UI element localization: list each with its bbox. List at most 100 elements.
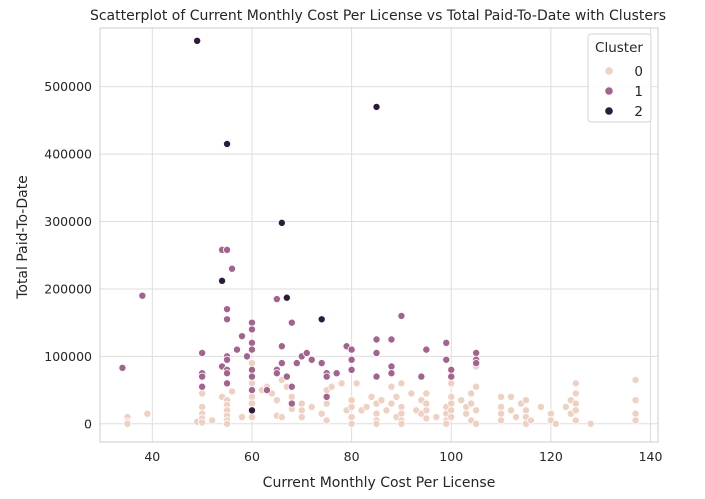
- scatter-point-cluster-0: [507, 406, 516, 415]
- scatter-point-cluster-1: [223, 355, 232, 364]
- scatter-point-cluster-0: [372, 419, 381, 428]
- scatter-point-cluster-0: [571, 399, 580, 408]
- scatter-point-cluster-0: [223, 419, 232, 428]
- scatter-point-cluster-1: [347, 345, 356, 354]
- legend-marker-2: [604, 106, 614, 116]
- scatter-point-cluster-0: [208, 416, 217, 425]
- scatter-point-cluster-0: [347, 402, 356, 411]
- scatter-point-cluster-1: [272, 295, 281, 304]
- scatter-point-cluster-1: [233, 345, 242, 354]
- scatter-point-cluster-0: [631, 416, 640, 425]
- scatter-point-cluster-1: [247, 365, 256, 374]
- scatter-point-cluster-0: [422, 389, 431, 398]
- scatter-point-cluster-1: [287, 318, 296, 327]
- scatter-point-cluster-1: [322, 392, 331, 401]
- scatter-point-cluster-0: [247, 413, 256, 422]
- scatter-point-cluster-0: [307, 402, 316, 411]
- scatter-point-cluster-1: [292, 359, 301, 368]
- y-axis-ticks: 0 100000 200000 300000 400000 500000: [44, 79, 92, 431]
- scatter-point-cluster-1: [397, 311, 406, 320]
- scatter-point-cluster-0: [422, 399, 431, 408]
- scatter-point-cluster-2: [193, 36, 202, 45]
- scatter-point-cluster-2: [372, 102, 381, 111]
- scatter-point-cluster-0: [497, 409, 506, 418]
- scatter-point-cluster-1: [422, 345, 431, 354]
- scatter-point-cluster-0: [631, 396, 640, 405]
- scatter-point-cluster-0: [467, 399, 476, 408]
- x-tick-label: 140: [639, 449, 663, 464]
- scatter-point-cluster-0: [387, 382, 396, 391]
- scatter-point-cluster-0: [352, 379, 361, 388]
- scatter-point-cluster-1: [442, 338, 451, 347]
- scatter-point-cluster-2: [247, 406, 256, 415]
- scatter-point-cluster-1: [198, 348, 207, 357]
- scatter-point-cluster-1: [287, 399, 296, 408]
- scatter-point-cluster-1: [223, 305, 232, 314]
- scatter-point-cluster-2: [223, 139, 232, 148]
- scatter-point-cluster-0: [198, 389, 207, 398]
- scatter-point-cluster-2: [218, 276, 227, 285]
- scatter-point-cluster-0: [297, 406, 306, 415]
- scatter-point-cluster-0: [571, 389, 580, 398]
- x-tick-label: 60: [244, 449, 260, 464]
- y-axis-label: Total Paid-To-Date: [15, 175, 31, 300]
- scatter-point-cluster-1: [347, 365, 356, 374]
- scatter-point-cluster-1: [287, 382, 296, 391]
- scatter-point-cluster-0: [447, 379, 456, 388]
- scatter-point-cluster-1: [447, 372, 456, 381]
- scatter-point-cluster-0: [467, 389, 476, 398]
- scatter-point-cluster-1: [322, 372, 331, 381]
- scatter-point-cluster-0: [347, 419, 356, 428]
- scatter-point-cluster-0: [367, 392, 376, 401]
- scatter-point-cluster-0: [507, 392, 516, 401]
- scatter-point-cluster-1: [282, 372, 291, 381]
- x-tick-label: 120: [539, 449, 563, 464]
- scatter-point-cluster-1: [228, 264, 237, 273]
- y-tick-label: 400000: [44, 147, 92, 162]
- scatter-point-cluster-0: [198, 418, 207, 427]
- data-points: [118, 36, 640, 428]
- scatter-point-cluster-0: [347, 396, 356, 405]
- y-tick-label: 300000: [44, 214, 92, 229]
- scatter-point-cluster-0: [247, 392, 256, 401]
- plot-area: [99, 27, 659, 443]
- scatter-point-cluster-0: [322, 399, 331, 408]
- scatter-point-cluster-1: [317, 359, 326, 368]
- scatter-point-cluster-0: [631, 409, 640, 418]
- scatter-point-cluster-0: [397, 379, 406, 388]
- scatter-point-cluster-0: [397, 409, 406, 418]
- scatter-point-cluster-2: [277, 218, 286, 227]
- scatter-point-cluster-1: [242, 352, 251, 361]
- x-tick-label: 100: [439, 449, 463, 464]
- scatter-point-cluster-0: [247, 359, 256, 368]
- y-tick-label: 100000: [44, 349, 92, 364]
- scatter-point-cluster-1: [442, 355, 451, 364]
- scatter-point-cluster-0: [521, 406, 530, 415]
- scatter-point-cluster-1: [247, 318, 256, 327]
- scatter-point-cluster-0: [397, 402, 406, 411]
- legend: Cluster 0 1 2: [587, 33, 652, 123]
- y-tick-label: 0: [84, 416, 92, 431]
- scatter-point-cluster-0: [447, 413, 456, 422]
- legend-box: [587, 33, 652, 123]
- scatter-point-cluster-0: [237, 413, 246, 422]
- scatter-point-cluster-0: [432, 413, 441, 422]
- scatter-point-cluster-0: [447, 406, 456, 415]
- y-tick-label: 500000: [44, 79, 92, 94]
- scatter-point-cluster-0: [512, 413, 521, 422]
- scatter-point-cluster-0: [447, 399, 456, 408]
- scatter-point-cluster-0: [586, 419, 595, 428]
- scatter-point-cluster-0: [631, 375, 640, 384]
- scatter-point-cluster-0: [392, 392, 401, 401]
- scatter-point-cluster-0: [546, 409, 555, 418]
- scatter-point-cluster-0: [247, 379, 256, 388]
- scatter-point-cluster-0: [337, 379, 346, 388]
- scatter-point-cluster-1: [198, 382, 207, 391]
- scatter-point-cluster-1: [247, 386, 256, 395]
- chart-title: Scatterplot of Current Monthly Cost Per …: [90, 8, 666, 24]
- scatter-point-cluster-0: [362, 402, 371, 411]
- scatter-point-cluster-1: [223, 245, 232, 254]
- scatter-point-cluster-1: [223, 369, 232, 378]
- scatter-point-cluster-0: [571, 416, 580, 425]
